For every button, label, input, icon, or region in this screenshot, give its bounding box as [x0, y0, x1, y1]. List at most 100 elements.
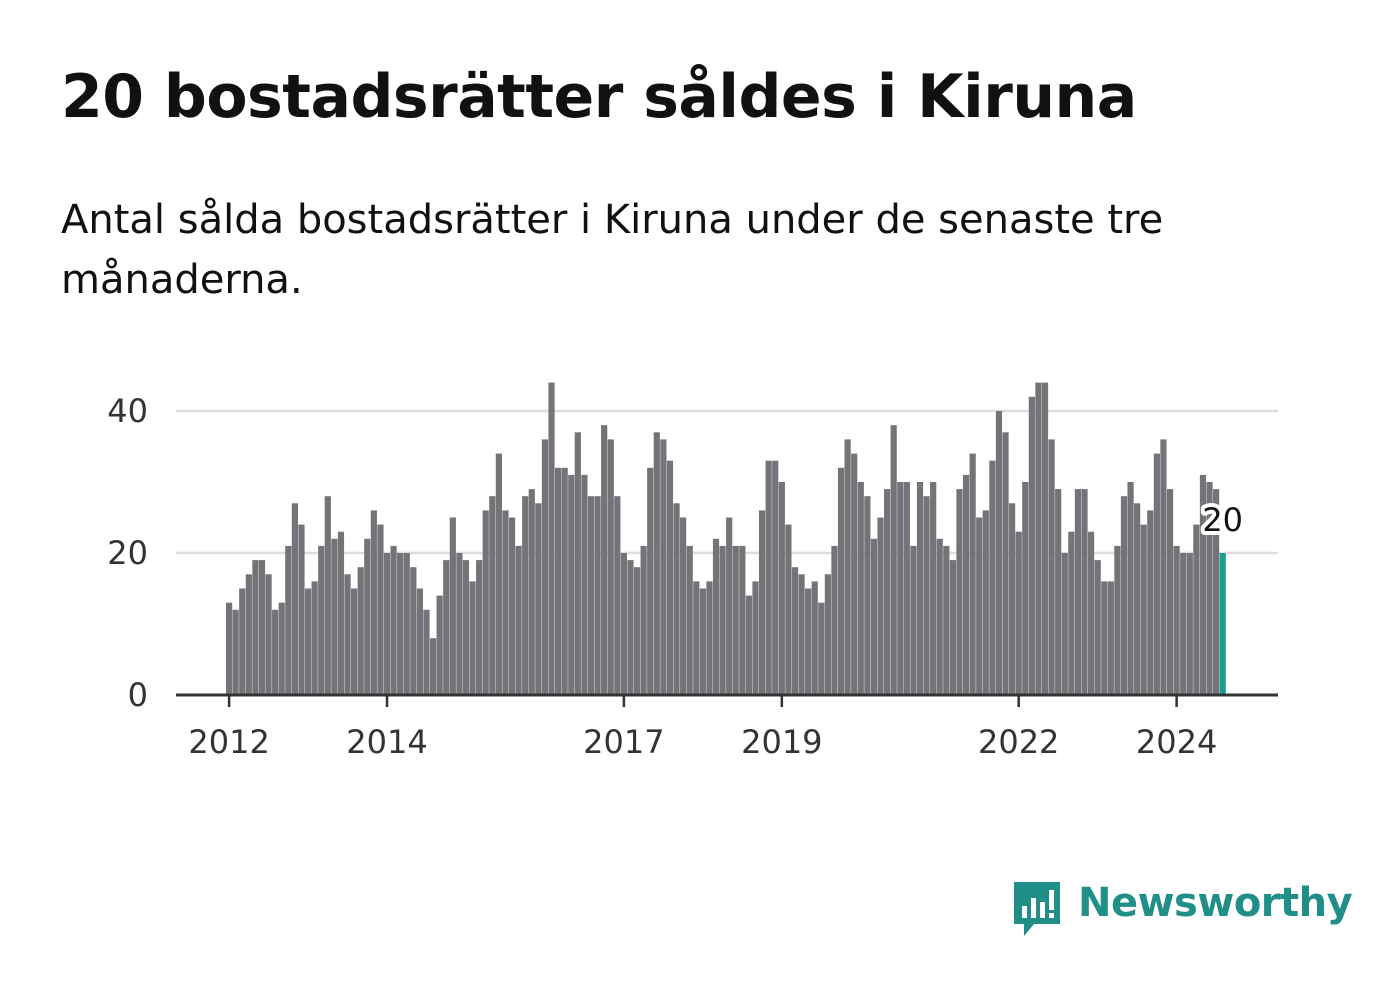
bar	[884, 489, 891, 695]
bar	[752, 581, 759, 695]
bar	[1028, 396, 1035, 695]
bar	[1127, 482, 1134, 695]
bar	[278, 602, 285, 695]
brand-name: Newsworthy	[1078, 880, 1353, 926]
bar	[1009, 503, 1016, 695]
bar	[699, 588, 706, 695]
bar	[1048, 439, 1055, 695]
bar	[660, 439, 667, 695]
bar	[574, 432, 581, 695]
bar	[818, 602, 825, 695]
bar	[1180, 553, 1187, 695]
bar	[1206, 482, 1213, 695]
bar	[291, 503, 298, 695]
brand-logo: Newsworthy	[1010, 878, 1353, 942]
bar	[877, 517, 884, 695]
bar	[791, 567, 799, 695]
bar	[1114, 545, 1121, 695]
chart-bubble-icon	[1014, 882, 1060, 936]
bar	[943, 545, 950, 695]
bar	[383, 553, 391, 695]
bar	[969, 453, 976, 695]
bar	[469, 581, 476, 695]
bar	[712, 538, 720, 695]
bar	[456, 553, 463, 695]
bar	[1094, 560, 1101, 695]
bar	[805, 588, 812, 695]
bar	[555, 467, 562, 695]
bar	[1147, 510, 1154, 695]
bar	[1140, 524, 1147, 695]
bar	[272, 609, 279, 695]
bar	[633, 567, 641, 695]
y-tick-label: 20	[107, 534, 148, 572]
bar	[357, 567, 364, 695]
bar	[1074, 489, 1082, 695]
bar	[989, 460, 996, 695]
bar	[870, 538, 878, 695]
bar	[1035, 382, 1042, 695]
bar	[627, 560, 634, 695]
bar	[245, 574, 252, 695]
bar	[462, 560, 470, 695]
bar	[666, 460, 674, 695]
bar	[1107, 581, 1114, 695]
bar	[693, 581, 700, 695]
bar	[528, 489, 535, 695]
bar	[640, 545, 647, 695]
bar	[548, 382, 555, 695]
bars	[226, 382, 1226, 695]
bar	[1081, 489, 1088, 695]
bar	[1120, 496, 1128, 695]
bar	[416, 588, 424, 695]
bar	[778, 482, 785, 695]
bar	[1173, 545, 1180, 695]
bar	[1015, 531, 1022, 695]
bar	[601, 425, 608, 695]
bar	[916, 482, 924, 695]
bar	[285, 545, 292, 695]
bar	[476, 560, 483, 695]
bar	[864, 496, 871, 695]
bar	[614, 496, 621, 695]
bar	[311, 581, 318, 695]
bar	[851, 453, 858, 695]
bar	[390, 545, 397, 695]
bar	[982, 510, 989, 695]
bar	[772, 460, 779, 695]
bar	[436, 595, 443, 695]
bar	[976, 517, 983, 695]
bar	[673, 503, 680, 695]
bar	[331, 538, 338, 695]
bar	[758, 510, 766, 695]
bar	[298, 524, 305, 695]
bar	[686, 545, 693, 695]
x-tick-label: 2017	[583, 723, 664, 761]
bar	[930, 482, 937, 695]
x-tick-label: 2012	[188, 723, 269, 761]
bar	[1068, 531, 1075, 695]
bar	[1087, 531, 1095, 695]
bar	[541, 439, 549, 695]
bar	[351, 588, 358, 695]
bar	[535, 503, 542, 695]
labels: 20	[1198, 497, 1247, 543]
bar	[1101, 581, 1108, 695]
x-tick-label: 2014	[346, 723, 427, 761]
bar-latest	[1219, 553, 1226, 695]
bar	[653, 432, 660, 695]
latest-value-label: 20	[1202, 501, 1243, 539]
bar	[482, 510, 489, 695]
bar	[568, 474, 575, 695]
bar	[1061, 553, 1068, 695]
bar	[890, 425, 897, 695]
x-tick-label: 2022	[978, 723, 1059, 761]
bar	[745, 595, 753, 695]
bar	[594, 496, 601, 695]
bar	[515, 545, 522, 695]
bar	[304, 588, 312, 695]
bar	[607, 439, 614, 695]
bar	[936, 538, 943, 695]
bar	[252, 560, 259, 695]
